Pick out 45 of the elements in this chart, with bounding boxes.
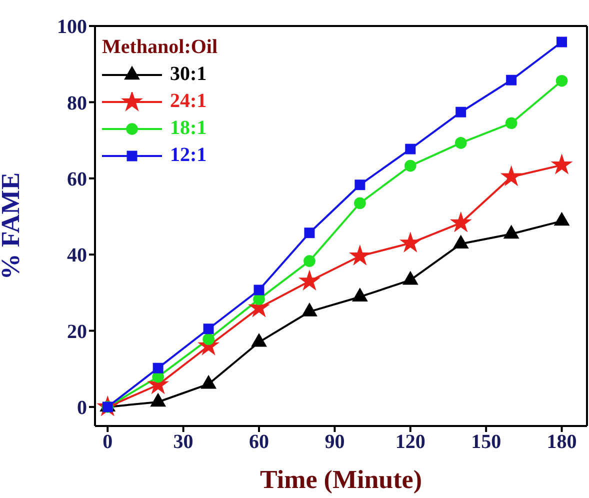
- point: [399, 232, 422, 252]
- x-tick-label: 60: [249, 431, 269, 454]
- point: [200, 374, 217, 389]
- point: [150, 392, 166, 407]
- legend-title: Methanol:Oil: [102, 35, 218, 60]
- point: [505, 117, 518, 130]
- point: [405, 144, 416, 154]
- point: [556, 36, 568, 48]
- point: [152, 362, 164, 374]
- point: [506, 74, 517, 86]
- y-tick-label: 20: [67, 320, 87, 343]
- point: [550, 153, 573, 174]
- point: [304, 228, 315, 238]
- legend-label: 18:1: [170, 116, 207, 141]
- legend-label: 12:1: [170, 143, 207, 168]
- y-axis-title: % FAME: [0, 172, 26, 280]
- x-tick-label: 120: [395, 431, 426, 454]
- point: [456, 106, 466, 118]
- point: [556, 74, 568, 87]
- point: [203, 324, 214, 334]
- point: [304, 255, 316, 267]
- x-tick-label: 150: [471, 431, 502, 454]
- y-tick-label: 60: [67, 168, 87, 190]
- y-tick-label: 40: [67, 244, 87, 267]
- y-tick-label: 0: [77, 397, 87, 420]
- point: [254, 284, 264, 296]
- legend-label: 24:1: [170, 89, 207, 114]
- point: [202, 333, 214, 346]
- x-axis-title: Time (Minute): [260, 465, 422, 494]
- point: [450, 211, 472, 232]
- legend-label: 30:1: [170, 62, 207, 87]
- point: [454, 137, 467, 149]
- point: [298, 270, 320, 291]
- x-tick-label: 30: [173, 431, 194, 454]
- y-tick-label: 100: [57, 16, 87, 38]
- point: [354, 180, 366, 190]
- x-tick-label: 180: [546, 431, 577, 454]
- y-tick-label: 80: [67, 92, 87, 114]
- point: [500, 165, 522, 186]
- point: [301, 302, 318, 316]
- point: [348, 244, 371, 266]
- x-tick-label: 90: [324, 431, 345, 454]
- x-tick-label: 0: [102, 431, 113, 454]
- point: [404, 160, 416, 172]
- point: [354, 197, 366, 210]
